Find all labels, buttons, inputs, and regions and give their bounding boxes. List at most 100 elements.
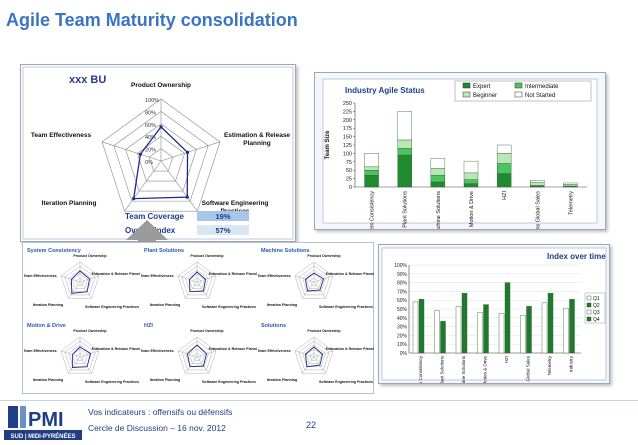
index-bar bbox=[462, 293, 467, 353]
status-bar-segment bbox=[563, 183, 577, 184]
status-category-label: Motion & Drive bbox=[469, 191, 475, 227]
footer-divider bbox=[0, 400, 638, 401]
bu-ring-label: 20% bbox=[145, 148, 156, 154]
small-radar-axis-label: Iteration Planning bbox=[267, 303, 297, 307]
status-bar-segment bbox=[365, 175, 379, 187]
status-category-label: HZI bbox=[502, 191, 508, 200]
status-ytick: 250 bbox=[343, 101, 352, 107]
bu-radar-point bbox=[186, 151, 189, 154]
small-radar-axis-label: Iteration Planning bbox=[267, 378, 297, 382]
index-bar bbox=[478, 313, 483, 353]
small-radar-axis-label: Team Effectiveness bbox=[24, 349, 57, 353]
index-ytick: 0% bbox=[400, 351, 408, 357]
status-legend-label: Intermediate bbox=[525, 84, 559, 90]
index-bar bbox=[527, 306, 532, 353]
small-radar-axis-label: Product Ownership bbox=[190, 254, 224, 258]
index-bar bbox=[564, 308, 569, 353]
small-radar-title: Solutions bbox=[261, 323, 286, 329]
small-radar-axis-label: Product Ownership bbox=[190, 329, 224, 333]
small-radar-axis-label: Team Effectiveness bbox=[141, 349, 174, 353]
small-radar-axis-label: Estimation & Release Planning bbox=[326, 347, 374, 351]
index-category-label: Solutions Global Sales bbox=[525, 355, 530, 383]
index-bar bbox=[542, 303, 547, 353]
status-legend-label: Expert bbox=[473, 84, 491, 90]
small-radar-axis-label: Estimation & Release Planning bbox=[209, 272, 257, 276]
status-bar-segment bbox=[398, 155, 412, 187]
index-category-label: Machine Solutions bbox=[461, 355, 466, 383]
status-bar-segment bbox=[497, 153, 511, 163]
status-bar-segment bbox=[497, 145, 511, 153]
small-radar-axis-label: Software Engineering Practices bbox=[319, 305, 373, 309]
index-legend-swatch bbox=[587, 296, 591, 300]
overall-index-value: 57% bbox=[215, 226, 230, 235]
index-ytick: 60% bbox=[397, 298, 408, 304]
status-category-label: Solutions Global Sales bbox=[535, 191, 541, 229]
status-ytick: 175 bbox=[343, 126, 352, 132]
status-category-label: Telemetry bbox=[568, 191, 574, 215]
status-bar-segment bbox=[431, 169, 445, 176]
status-legend-label: Beginner bbox=[473, 93, 497, 99]
status-bar-segment bbox=[398, 111, 412, 140]
status-bar-segment bbox=[530, 180, 544, 182]
small-radar-axis-label: Software Engineering Practices bbox=[202, 380, 256, 384]
status-ytick: 100 bbox=[343, 151, 352, 157]
small-radar-axis-label: Iteration Planning bbox=[150, 303, 180, 307]
bu-title: xxx BU bbox=[69, 74, 106, 86]
index-legend-label: Q1 bbox=[593, 296, 600, 302]
index-legend-swatch bbox=[587, 310, 591, 314]
index-category-label: Industry bbox=[568, 355, 573, 372]
bu-radar-point bbox=[132, 197, 135, 200]
status-ytick: 200 bbox=[343, 118, 352, 124]
pmi-logo-text: PMI bbox=[28, 409, 64, 431]
bu-radar-panel: xxx BU 100%80%60%40%20%0%Product Ownersh… bbox=[20, 64, 296, 242]
index-bar bbox=[521, 315, 526, 353]
index-ytick: 70% bbox=[397, 289, 408, 295]
footer-line1: Vos indicateurs : offensifs ou défensifs bbox=[88, 407, 232, 417]
small-radar-chart: HZI Product Ownership Estimation & Release… bbox=[141, 319, 257, 393]
status-bar-segment bbox=[431, 182, 445, 187]
small-radar-axis-label: Software Engineering Practices bbox=[319, 380, 373, 384]
status-ytick: 0 bbox=[349, 185, 352, 191]
small-radar-axis-label: Iteration Planning bbox=[33, 378, 63, 382]
status-bar-segment bbox=[431, 158, 445, 168]
status-bar-segment bbox=[464, 173, 478, 180]
small-radar-axis-label: Team Effectiveness bbox=[24, 274, 57, 278]
index-bar bbox=[441, 321, 446, 353]
small-radar-axis-label: Software Engineering Practices bbox=[85, 305, 139, 309]
status-bar-segment bbox=[365, 153, 379, 166]
index-ytick: 100% bbox=[394, 263, 407, 269]
small-radar-axis-label: Team Effectiveness bbox=[141, 274, 174, 278]
status-bar-segment bbox=[563, 184, 577, 186]
small-radar-axis-label: Estimation & Release Planning bbox=[209, 347, 257, 351]
index-legend-label: Q3 bbox=[593, 310, 600, 316]
small-radar-axis-label: Software Engineering Practices bbox=[85, 380, 139, 384]
status-bar-segment bbox=[497, 163, 511, 173]
status-bar-segment bbox=[398, 140, 412, 148]
status-ytick: 150 bbox=[343, 135, 352, 141]
small-radar-title: HZI bbox=[144, 323, 153, 329]
index-bar bbox=[548, 293, 553, 353]
bu-axis-label: Iteration Planning bbox=[42, 200, 97, 207]
bu-radar-point bbox=[139, 153, 142, 156]
index-ytick: 50% bbox=[397, 307, 408, 313]
status-bar-segment bbox=[464, 180, 478, 184]
status-legend-swatch bbox=[515, 83, 522, 88]
small-radar-axis-label: Estimation & Release Planning bbox=[92, 347, 140, 351]
index-category-label: Motion & Drive bbox=[482, 356, 487, 383]
index-legend-swatch bbox=[587, 317, 591, 321]
status-ytick: 25 bbox=[346, 177, 352, 183]
index-ytick: 80% bbox=[397, 281, 408, 287]
status-ytick: 50 bbox=[346, 168, 352, 174]
index-category-label: Telemetry bbox=[547, 355, 552, 375]
status-ytick: 125 bbox=[343, 143, 352, 149]
index-bar bbox=[456, 306, 461, 353]
index-bar bbox=[484, 305, 489, 353]
small-radar-axis-label: Estimation & Release Planning bbox=[92, 272, 140, 276]
